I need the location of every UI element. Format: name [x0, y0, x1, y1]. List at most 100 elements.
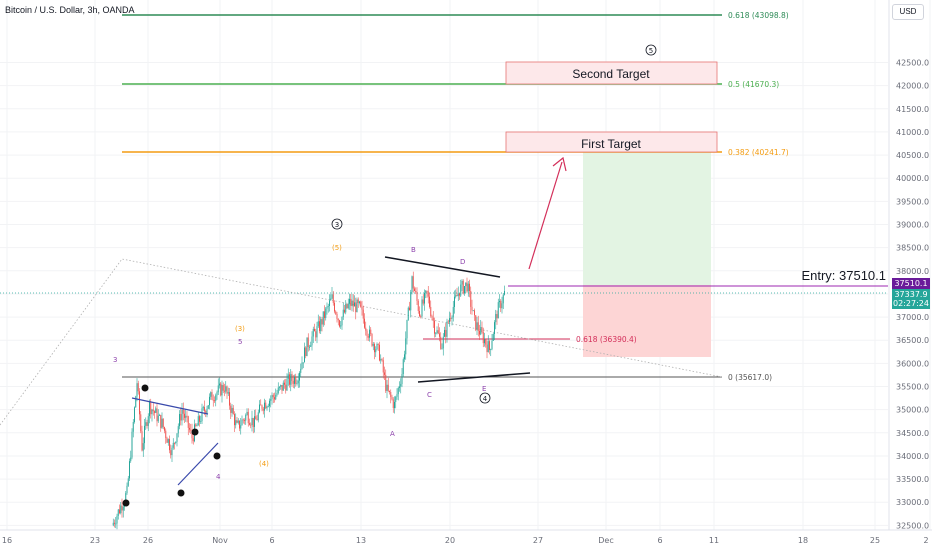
candle-body: [359, 301, 360, 304]
candle-body: [226, 386, 228, 394]
candle-body: [467, 283, 469, 292]
y-tick-label: 33000.0: [896, 498, 929, 507]
wave-circle-4: [479, 392, 491, 404]
candle-body: [477, 322, 479, 331]
currency-button[interactable]: USD: [892, 4, 924, 20]
candle-body: [369, 329, 370, 338]
candle-body: [451, 317, 453, 319]
candle-body: [169, 439, 170, 451]
candle-body: [319, 321, 320, 332]
candle-body: [205, 410, 207, 414]
candle-body: [472, 310, 474, 312]
last-price-tag: [892, 289, 930, 309]
candle-body: [167, 439, 169, 443]
second-target-box: [505, 61, 718, 85]
candle-body: [334, 302, 335, 312]
entry-price-tag-text: 37510.1: [894, 279, 927, 288]
candle-body: [322, 311, 324, 325]
candle-body: [366, 330, 368, 337]
wave-dot: [213, 452, 221, 460]
candle-body: [420, 316, 422, 317]
y-tick-label: 40500.0: [896, 151, 929, 160]
candle-body: [501, 303, 503, 309]
candle-body: [301, 362, 303, 369]
candle-body: [330, 298, 332, 301]
candle-body: [182, 409, 184, 414]
candle-body: [411, 276, 413, 293]
x-tick-label: 11: [709, 536, 719, 545]
projection-arrow-head: [552, 156, 567, 172]
candle-body: [222, 385, 224, 391]
wedge-lower-line: [177, 442, 219, 486]
y-tick-label: 38500.0: [896, 244, 929, 253]
candle-body: [499, 300, 500, 303]
candle-body: [352, 300, 354, 307]
candle-body: [207, 405, 209, 409]
candle-body: [150, 401, 152, 415]
candle-body: [141, 431, 143, 451]
wave-label-C: C: [427, 391, 432, 399]
candle-body: [371, 333, 373, 346]
x-tick-label: Nov: [212, 536, 228, 545]
candle-body: [299, 372, 300, 381]
candle-body: [274, 397, 275, 400]
candle-body: [407, 307, 409, 320]
candle-body: [196, 425, 198, 427]
candle-body: [297, 380, 299, 384]
x-tick-label: 20: [445, 536, 455, 545]
candle-body: [272, 395, 274, 398]
candle-body: [266, 406, 268, 409]
candle-body: [502, 294, 504, 304]
candle-body: [425, 290, 427, 293]
candle-body: [345, 304, 347, 313]
candle-body: [310, 345, 312, 347]
candle-body: [500, 300, 502, 309]
profit-zone: [583, 152, 711, 285]
wave-label-4-small: 4: [216, 473, 221, 481]
price-axis[interactable]: 32500.0 33000.0 33500.0 34000.0 34500.0 35000…: [896, 58, 929, 530]
candle-body: [215, 395, 217, 401]
candle-body: [464, 286, 465, 294]
candle-body: [271, 395, 273, 400]
candle-body: [126, 485, 128, 494]
second-target-label: Second Target: [572, 67, 650, 81]
y-tick-label: 39000.0: [896, 220, 929, 229]
candle-body: [256, 419, 258, 421]
candle-body: [210, 392, 212, 397]
candle-body: [265, 402, 267, 409]
candle-body: [475, 315, 477, 330]
x-tick-label: 25: [870, 536, 880, 545]
candle-body: [354, 302, 355, 307]
wave-dot: [141, 384, 149, 392]
candle-body: [164, 427, 165, 431]
candle-body: [336, 313, 338, 319]
candle-body: [315, 331, 317, 338]
candle-body: [442, 336, 444, 349]
candle-body: [281, 385, 283, 391]
candle-body: [387, 384, 389, 391]
candle-body: [492, 333, 494, 341]
candle-body: [317, 321, 319, 327]
loss-zone: [583, 285, 711, 357]
candle-body: [434, 320, 435, 334]
x-tick-label: Dec: [598, 536, 613, 545]
candle-body: [381, 359, 383, 361]
candle-body: [487, 341, 489, 353]
wave-circle-5: [645, 44, 657, 56]
wave-label-B: B: [411, 246, 416, 254]
candle-body: [429, 296, 430, 307]
candle-body: [130, 457, 132, 462]
dotted-projection: [0, 258, 723, 426]
candle-body: [162, 418, 164, 428]
candle-body: [121, 505, 123, 511]
candle-body: [461, 280, 463, 285]
candle-body: [344, 309, 345, 313]
candle-body: [254, 416, 255, 427]
candle-body: [391, 396, 393, 400]
candle-body: [484, 339, 485, 344]
candle-body: [426, 290, 428, 292]
candle-body: [264, 402, 265, 411]
candle-body: [292, 380, 294, 384]
candle-body: [186, 415, 188, 417]
time-axis[interactable]: 16 23 26 Nov 6 13 20 27 Dec 6 11 18 25 2: [2, 536, 929, 545]
